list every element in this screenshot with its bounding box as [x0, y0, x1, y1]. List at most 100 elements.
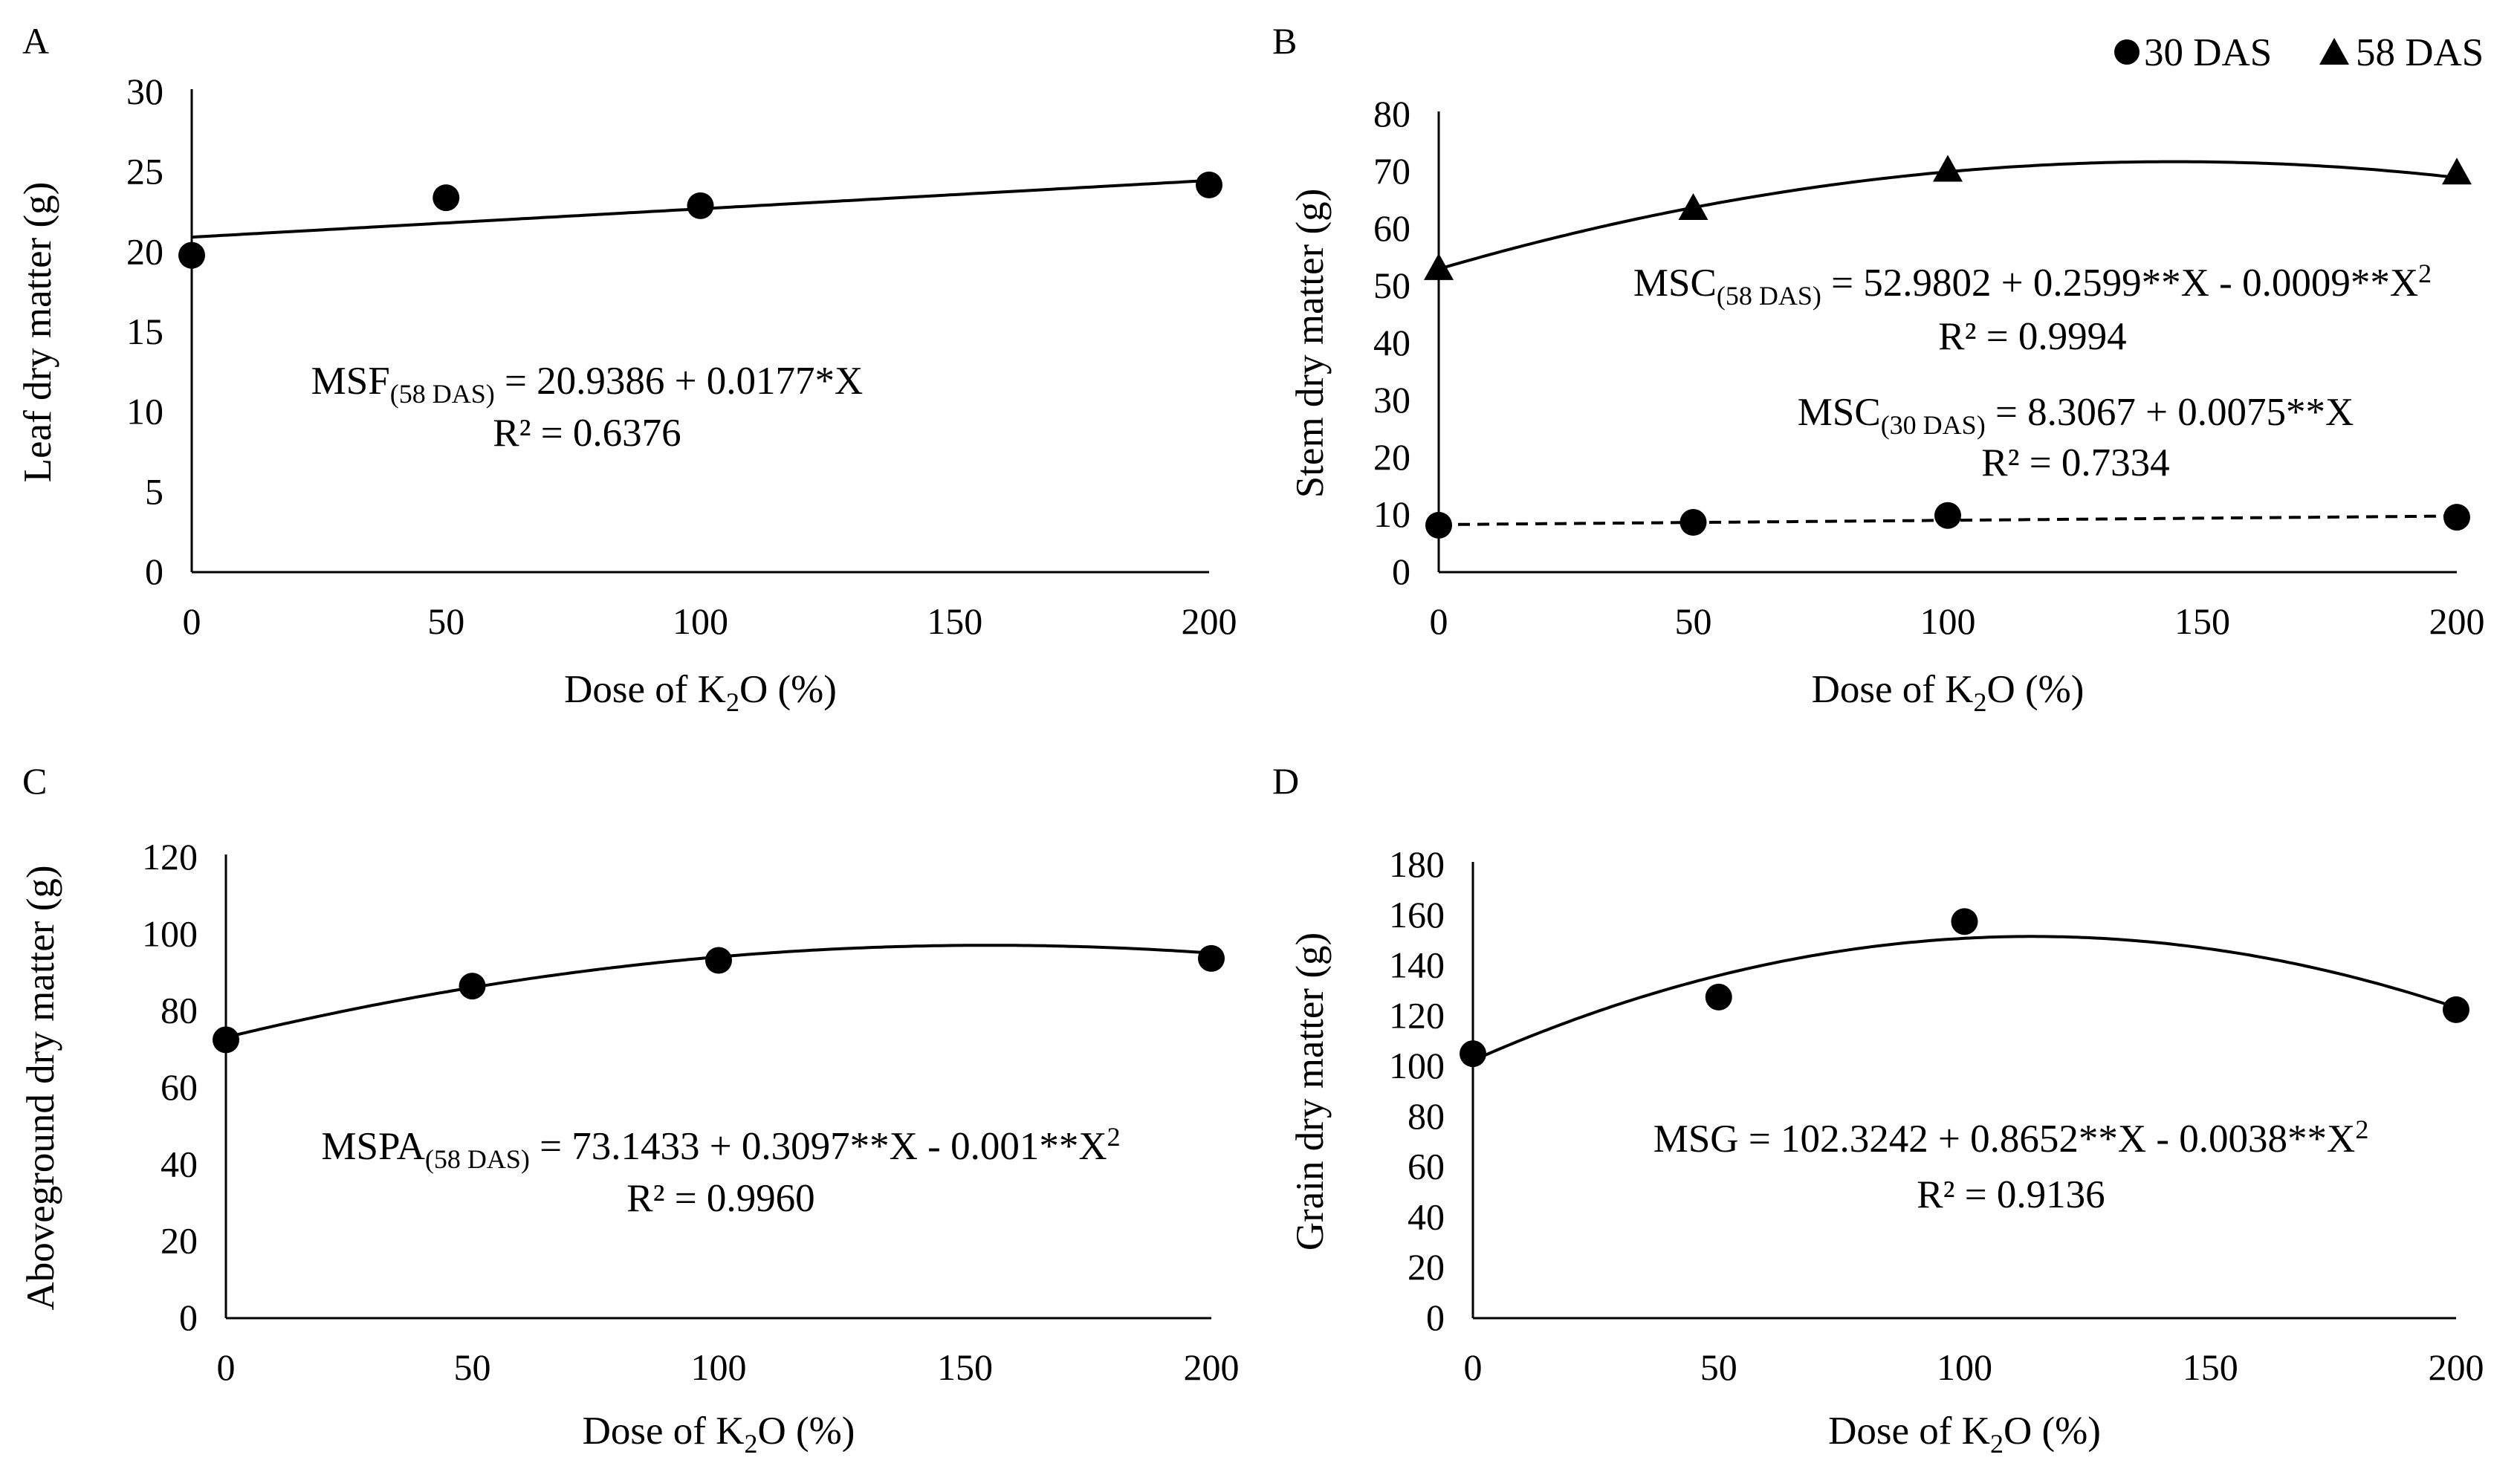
legend: 30 DAS 58 DAS — [2114, 31, 2484, 74]
panel-b-chart: B 0 10 20 30 40 50 60 70 80 0 50 100 150 200 Dose of K2… — [1272, 20, 2485, 717]
panel-c-data-point — [213, 1026, 239, 1054]
panel-d-y-tick-label: 20 — [1408, 1246, 1445, 1288]
panel-a-x-tick-label: 150 — [927, 600, 982, 642]
panel-d-x-tick-label: 0 — [1464, 1346, 1483, 1388]
panel-c-y-tick-label: 20 — [161, 1220, 198, 1262]
panel-a-label: A — [22, 20, 49, 62]
panel-b-r-squared: R² = 0.9994 — [1938, 315, 2126, 358]
panel-a-y-axis-label: Leaf dry matter (g) — [16, 182, 59, 483]
panel-a-y-tick-label: 30 — [126, 71, 163, 112]
panel-b-x-axis-label: Dose of K2O (%) — [1812, 668, 2085, 717]
panel-b-y-tick-label: 10 — [1373, 493, 1410, 535]
panel-b-data-point — [1934, 502, 1961, 529]
panel-b-y-tick-label: 20 — [1373, 436, 1410, 478]
panel-a-chart: A 0 5 10 15 20 25 30 0 50 100 150 200 Dose of K2O (%)… — [16, 20, 1237, 717]
panel-d-x-axis-label: Dose of K2O (%) — [1828, 1410, 2101, 1459]
panel-b-x-tick-label: 0 — [1430, 600, 1448, 642]
panel-b-data-point — [1933, 155, 1963, 182]
legend-triangle-marker — [2319, 38, 2349, 65]
panel-b-data-point — [1425, 511, 1452, 539]
panel-b-y-tick-label: 30 — [1373, 379, 1410, 421]
panel-d-x-tick-label: 150 — [2183, 1346, 2238, 1388]
panel-b-x-tick-label: 100 — [1920, 600, 1976, 642]
panel-c-label: C — [22, 760, 47, 802]
panel-b-y-tick-label: 40 — [1373, 322, 1410, 363]
panel-c-regression-equation: MSPA(58 DAS) = 73.1433 + 0.3097**X - 0.0… — [321, 1122, 1120, 1174]
panel-a-y-tick-label: 10 — [126, 391, 163, 432]
panel-b-r-squared: R² = 0.7334 — [1981, 441, 2169, 484]
panel-d-chart: D 0 20 40 60 80 100 120 140 160 180 0 50 100 150 200 Dos… — [1272, 760, 2484, 1459]
panel-c-r-squared: R² = 0.9960 — [626, 1177, 814, 1220]
legend-label-58-das: 58 DAS — [2356, 31, 2484, 74]
legend-label-30-das: 30 DAS — [2144, 31, 2272, 74]
panel-d-y-tick-label: 160 — [1389, 894, 1445, 935]
panel-b-y-tick-label: 80 — [1373, 93, 1410, 134]
panel-b-y-tick-label: 60 — [1373, 207, 1410, 249]
panel-d-y-tick-label: 0 — [1426, 1297, 1445, 1338]
panel-a-data-point — [433, 184, 460, 212]
panel-d-x-tick-label: 200 — [2429, 1346, 2484, 1388]
panel-c-y-axis-label: Aboveground dry matter (g) — [19, 865, 62, 1310]
panel-b-x-tick-label: 50 — [1675, 600, 1712, 642]
legend-circle-marker — [2114, 39, 2140, 65]
panel-d-y-axis-label: Grain dry matter (g) — [1289, 933, 1332, 1251]
panel-b-y-tick-label: 50 — [1373, 265, 1410, 306]
panel-b-x-tick-label: 150 — [2174, 600, 2230, 642]
panel-c-y-tick-label: 0 — [179, 1297, 198, 1338]
panel-d-data-point — [1951, 908, 1978, 935]
panel-d-data-point — [1460, 1040, 1486, 1068]
panel-a-data-point — [687, 192, 714, 219]
panel-d-r-squared: R² = 0.9136 — [1917, 1173, 2105, 1216]
panel-c-y-tick-label: 100 — [142, 912, 198, 954]
panel-d-y-tick-label: 120 — [1389, 994, 1445, 1036]
panel-b-label: B — [1272, 20, 1297, 62]
panel-d-regression-equation: MSG = 102.3242 + 0.8652**X - 0.0038**X2 — [1653, 1115, 2369, 1161]
panel-c-data-point — [705, 947, 732, 974]
panel-d-y-tick-label: 180 — [1389, 843, 1445, 885]
panel-b-regression-equation: MSC(30 DAS) = 8.3067 + 0.0075**X — [1798, 391, 2354, 440]
panel-d-y-tick-label: 80 — [1408, 1095, 1445, 1137]
panel-c-x-tick-label: 0 — [217, 1346, 236, 1388]
panel-c-x-axis-label: Dose of K2O (%) — [583, 1410, 855, 1459]
panel-d-x-tick-label: 50 — [1700, 1346, 1737, 1388]
panel-b-x-tick-label: 200 — [2429, 600, 2485, 642]
panel-d-y-tick-label: 60 — [1408, 1146, 1445, 1187]
panel-b-regression-equation: MSC(58 DAS) = 52.9802 + 0.2599**X - 0.00… — [1633, 259, 2432, 311]
panel-c-x-tick-label: 150 — [937, 1346, 993, 1388]
panel-c-y-tick-label: 40 — [161, 1143, 198, 1184]
panel-c-x-tick-label: 200 — [1184, 1346, 1240, 1388]
panel-a-data-point — [178, 241, 205, 269]
panel-d-y-tick-label: 40 — [1408, 1196, 1445, 1237]
panel-d-fit-line — [1472, 935, 2457, 1063]
panel-b-data-point — [1680, 509, 1707, 536]
panel-a-x-tick-label: 0 — [183, 600, 201, 642]
panel-b-data-point — [1678, 193, 1708, 221]
panel-a-x-tick-label: 50 — [427, 600, 464, 642]
panel-c-x-tick-label: 100 — [691, 1346, 747, 1388]
panel-d-data-point — [2443, 996, 2469, 1023]
panel-a-regression-equation: MSF(58 DAS) = 20.9386 + 0.0177*X — [311, 360, 864, 409]
panel-c-y-tick-label: 80 — [161, 990, 198, 1031]
panel-c-chart: C 0 20 40 60 80 100 120 0 50 100 150 200 Dose of K2O … — [19, 760, 1240, 1459]
panel-a-y-tick-label: 0 — [145, 551, 163, 592]
panel-d-label: D — [1272, 760, 1299, 802]
panel-b-data-point — [2442, 158, 2472, 185]
panel-a-y-tick-label: 5 — [145, 470, 163, 512]
panel-a-y-tick-label: 20 — [126, 230, 163, 272]
panel-c-x-tick-label: 50 — [454, 1346, 491, 1388]
panel-d-y-tick-label: 140 — [1389, 944, 1445, 986]
panel-b-y-axis-label: Stem dry matter (g) — [1289, 189, 1332, 499]
panel-b-y-tick-label: 0 — [1392, 551, 1410, 592]
panel-a-x-tick-label: 200 — [1182, 600, 1237, 642]
panel-c-y-tick-label: 120 — [142, 836, 198, 878]
panel-d-y-tick-label: 100 — [1389, 1045, 1445, 1086]
panel-a-y-tick-label: 15 — [126, 311, 163, 352]
panel-b-data-point — [1424, 253, 1454, 280]
panel-a-data-point — [1196, 171, 1222, 198]
panel-d-x-tick-label: 100 — [1937, 1346, 1992, 1388]
panel-b-y-tick-label: 70 — [1373, 150, 1410, 192]
panel-d-data-point — [1705, 983, 1732, 1011]
panel-a-y-tick-label: 25 — [126, 151, 163, 192]
panel-b-data-point — [2443, 504, 2470, 531]
